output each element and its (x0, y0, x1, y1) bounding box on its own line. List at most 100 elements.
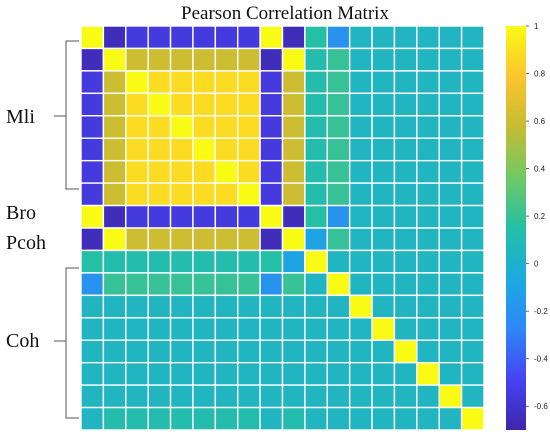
heatmap-cell-r4-c18 (460, 92, 485, 117)
heatmap-cell-r9-c2 (102, 204, 127, 229)
heatmap-cell-r11-c4 (147, 249, 172, 274)
colorbar-tick-label: -0.4 (534, 355, 548, 364)
heatmap-cell-r5-c17 (438, 115, 463, 139)
heatmap-cell-r17-c4 (147, 384, 172, 409)
heatmap-cell-r7-c18 (460, 159, 485, 184)
heatmap-cell-r3-c2 (102, 70, 127, 95)
heatmap-cell-r5-c11 (304, 115, 328, 139)
heatmap-cell-r6-c15 (393, 137, 418, 162)
heatmap-cell-r2-c11 (304, 47, 328, 72)
heatmap-cell-r8-c16 (416, 182, 440, 207)
heatmap-cell-r17-c8 (237, 384, 261, 409)
heatmap-cell-r10-c17 (438, 227, 463, 252)
heatmap-cell-r18-c16 (416, 406, 440, 431)
heatmap-cell-r4-c7 (214, 92, 239, 117)
heatmap-cell-r1-c6 (192, 25, 217, 50)
heatmap-cell-r6-c13 (348, 137, 373, 162)
heatmap-cell-r11-c14 (371, 249, 396, 274)
heatmap-cell-r1-c9 (259, 25, 284, 50)
heatmap-cell-r13-c13 (348, 294, 373, 319)
heatmap-cell-r17-c9 (259, 384, 284, 409)
heatmap-cell-r8-c9 (259, 182, 284, 207)
heatmap-cell-r13-c5 (169, 294, 194, 319)
heatmap-cell-r2-c15 (393, 47, 418, 72)
heatmap-cell-r6-c6 (192, 137, 217, 162)
heatmap-cell-r1-c18 (460, 25, 485, 50)
heatmap-cell-r9-c17 (438, 204, 463, 229)
heatmap-cell-r18-c7 (214, 406, 239, 431)
heatmap-cell-r7-c8 (237, 159, 261, 184)
heatmap-cell-r10-c14 (371, 227, 396, 252)
heatmap-cell-r7-c9 (259, 159, 284, 184)
heatmap-cell-r8-c14 (371, 182, 396, 207)
heatmap-cell-r15-c6 (192, 339, 217, 364)
heatmap-cell-r17-c18 (460, 384, 485, 409)
heatmap-cell-r3-c8 (237, 70, 261, 95)
heatmap-cell-r13-c10 (281, 294, 306, 319)
heatmap-cell-r10-c10 (281, 227, 306, 252)
heatmap-cell-r1-c17 (438, 25, 463, 50)
heatmap-cell-r3-c9 (259, 70, 284, 95)
heatmap-cell-r1-c4 (147, 25, 172, 50)
heatmap-cell-r11-c7 (214, 249, 239, 274)
heatmap-cell-r4-c15 (393, 92, 418, 117)
heatmap-cell-r15-c12 (326, 339, 351, 364)
heatmap-cell-r10-c9 (259, 227, 284, 252)
heatmap-cell-r13-c4 (147, 294, 172, 319)
heatmap-cell-r5-c2 (102, 115, 127, 139)
heatmap-cell-r5-c12 (326, 115, 351, 139)
heatmap-cell-r2-c17 (438, 47, 463, 72)
heatmap-cell-r12-c1 (80, 272, 105, 297)
heatmap-cell-r1-c16 (416, 25, 440, 50)
heatmap-cell-r14-c1 (80, 317, 105, 341)
heatmap-cell-r15-c5 (169, 339, 194, 364)
heatmap-cell-r14-c17 (438, 317, 463, 341)
heatmap-cell-r9-c14 (371, 204, 396, 229)
heatmap-cell-r13-c6 (192, 294, 217, 319)
heatmap-cell-r9-c9 (259, 204, 284, 229)
heatmap-cell-r12-c11 (304, 272, 328, 297)
heatmap-cell-r2-c9 (259, 47, 284, 72)
heatmap-cell-r4-c8 (237, 92, 261, 117)
heatmap-cell-r8-c1 (80, 182, 105, 207)
heatmap-cell-r2-c10 (281, 47, 306, 72)
heatmap-cell-r16-c3 (125, 361, 149, 386)
heatmap-cell-r17-c12 (326, 384, 351, 409)
heatmap-cell-r3-c5 (169, 70, 194, 95)
heatmap-cell-r16-c10 (281, 361, 306, 386)
heatmap-cell-r9-c8 (237, 204, 261, 229)
heatmap-cell-r9-c5 (169, 204, 194, 229)
colorbar-tick-label: 1 (534, 22, 539, 31)
heatmap-cell-r14-c8 (237, 317, 261, 341)
colorbar-tick-label: 0.8 (534, 70, 546, 79)
heatmap-cell-r1-c14 (371, 25, 396, 50)
heatmap-cell-r9-c10 (281, 204, 306, 229)
heatmap-cell-r12-c18 (460, 272, 485, 297)
heatmap-cell-r15-c3 (125, 339, 149, 364)
heatmap-cell-r3-c7 (214, 70, 239, 95)
heatmap-cell-r3-c18 (460, 70, 485, 95)
heatmap-cell-r16-c12 (326, 361, 351, 386)
heatmap-cell-r6-c16 (416, 137, 440, 162)
heatmap-cell-r1-c2 (102, 25, 127, 50)
heatmap-cell-r10-c5 (169, 227, 194, 252)
heatmap-cell-r14-c7 (214, 317, 239, 341)
heatmap-cell-r5-c13 (348, 115, 373, 139)
heatmap-cell-r16-c4 (147, 361, 172, 386)
heatmap-cell-r6-c5 (169, 137, 194, 162)
heatmap-cell-r12-c4 (147, 272, 172, 297)
heatmap-cell-r7-c10 (281, 159, 306, 184)
heatmap-cell-r2-c14 (371, 47, 396, 72)
heatmap-cell-r3-c6 (192, 70, 217, 95)
heatmap-cell-r1-c3 (125, 25, 149, 50)
heatmap-cell-r11-c2 (102, 249, 127, 274)
heatmap-cell-r8-c8 (237, 182, 261, 207)
heatmap-cells (80, 25, 485, 431)
heatmap-cell-r15-c14 (371, 339, 396, 364)
heatmap-cell-r5-c16 (416, 115, 440, 139)
heatmap-cell-r4-c13 (348, 92, 373, 117)
heatmap-cell-r6-c9 (259, 137, 284, 162)
heatmap-cell-r7-c7 (214, 159, 239, 184)
